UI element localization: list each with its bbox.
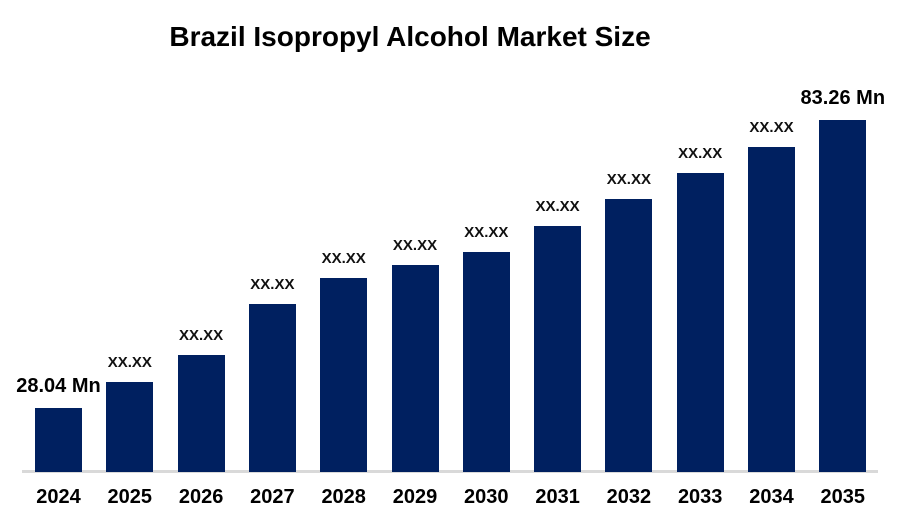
bar-2029 [391,265,439,472]
bar-2027 [248,304,296,472]
bar-value-label-2031: XX.XX [535,198,580,215]
x-axis-label-2031: 2031 [535,486,580,508]
x-axis-line [22,470,878,473]
bar-value-label-2032: XX.XX [606,171,651,188]
bar-value-label-2029: XX.XX [392,237,438,254]
x-axis-label-2030: 2030 [464,486,509,508]
bar-2032 [605,199,653,472]
bar-value-label-2027: XX.XX [250,276,295,293]
bar-2031 [534,226,582,472]
bar-2026 [177,355,225,472]
x-axis-label-2034: 2034 [749,486,794,508]
bar-value-label-2025: XX.XX [107,354,152,371]
bar-2025 [106,382,154,472]
x-axis-label-2026: 2026 [178,486,224,508]
x-axis-label-2024: 2024 [36,486,81,508]
x-axis-label-2033: 2033 [677,486,723,508]
bar-value-label-2035: 83.26 Mn [800,87,886,109]
x-axis-label-2035: 2035 [820,486,866,508]
bar-value-label-2034: XX.XX [749,119,794,136]
bar-2030 [462,252,510,472]
bar-value-label-2028: XX.XX [321,250,366,267]
bar-value-label-2026: XX.XX [179,327,224,344]
chart-title: Brazil Isopropyl Alcohol Market Size [169,21,651,52]
x-axis-label-2029: 2029 [392,486,438,508]
bar-2035 [819,120,867,472]
x-axis-label-2025: 2025 [107,486,153,508]
x-axis-label-2027: 2027 [250,486,295,508]
x-axis-label-2032: 2032 [606,486,652,508]
bar-2033 [676,173,724,472]
bar-value-label-2033: XX.XX [678,145,723,162]
x-axis-label-2028: 2028 [321,486,366,508]
bar-2024 [35,408,82,472]
bar-2034 [748,147,795,472]
bar-value-label-2024: 28.04 Mn [16,375,101,397]
bar-value-label-2030: XX.XX [464,224,509,241]
bar-2028 [320,278,368,472]
